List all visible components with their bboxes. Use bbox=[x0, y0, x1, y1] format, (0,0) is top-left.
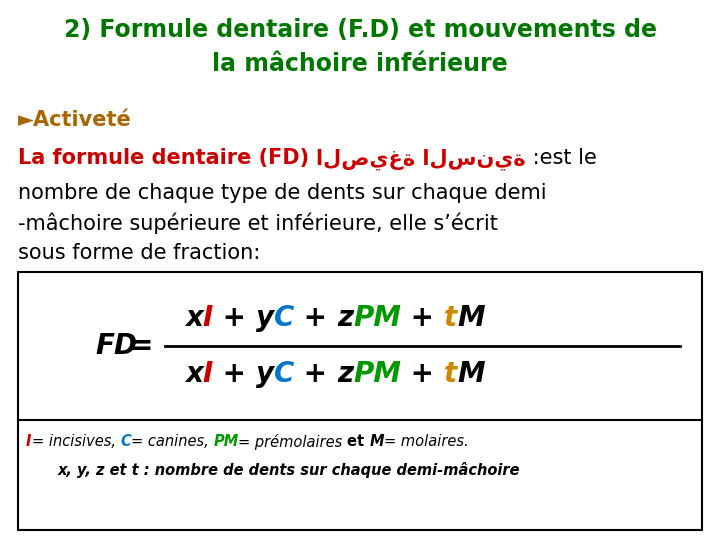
Text: x: x bbox=[185, 304, 203, 332]
Text: PM: PM bbox=[353, 360, 401, 388]
Text: -mâchoire supérieure et inférieure, elle s’écrit: -mâchoire supérieure et inférieure, elle… bbox=[18, 213, 498, 234]
Text: I: I bbox=[203, 304, 213, 332]
Bar bbox=[18, 272, 702, 530]
Text: x: x bbox=[185, 360, 203, 388]
Text: PM: PM bbox=[213, 435, 238, 449]
Text: C: C bbox=[274, 304, 294, 332]
Text: I: I bbox=[203, 360, 213, 388]
Text: = prémolaires: = prémolaires bbox=[238, 434, 347, 450]
Text: PM: PM bbox=[353, 304, 401, 332]
Text: :est le: :est le bbox=[526, 148, 597, 168]
Text: FD: FD bbox=[95, 332, 137, 360]
Text: sous forme de fraction:: sous forme de fraction: bbox=[18, 243, 260, 263]
Text: 2) Formule dentaire (F.D) et mouvements de: 2) Formule dentaire (F.D) et mouvements … bbox=[63, 18, 657, 42]
Text: = canines,: = canines, bbox=[131, 435, 213, 449]
Text: =: = bbox=[130, 332, 153, 360]
Text: t: t bbox=[444, 360, 457, 388]
Text: y: y bbox=[256, 360, 274, 388]
Text: y: y bbox=[256, 304, 274, 332]
Text: t: t bbox=[444, 304, 457, 332]
Text: La formule dentaire (FD): La formule dentaire (FD) bbox=[18, 148, 316, 168]
Text: +: + bbox=[213, 360, 256, 388]
Text: +: + bbox=[401, 304, 444, 332]
Text: C: C bbox=[120, 435, 131, 449]
Text: x, y, z et t : nombre de dents sur chaque demi-mâchoire: x, y, z et t : nombre de dents sur chaqu… bbox=[58, 462, 521, 478]
Text: nombre de chaque type de dents sur chaque demi: nombre de chaque type de dents sur chaqu… bbox=[18, 183, 546, 203]
Text: M: M bbox=[457, 304, 485, 332]
Text: = molaires.: = molaires. bbox=[384, 435, 469, 449]
Text: z: z bbox=[337, 360, 353, 388]
Text: +: + bbox=[294, 360, 337, 388]
Text: +: + bbox=[294, 304, 337, 332]
Text: +: + bbox=[401, 360, 444, 388]
Text: et: et bbox=[347, 435, 369, 449]
Text: la mâchoire inférieure: la mâchoire inférieure bbox=[212, 52, 508, 76]
Text: = incisives,: = incisives, bbox=[32, 435, 120, 449]
Text: ►Activeté: ►Activeté bbox=[18, 110, 132, 130]
Text: z: z bbox=[337, 304, 353, 332]
Text: +: + bbox=[213, 304, 256, 332]
Text: الصيغة السنية: الصيغة السنية bbox=[316, 148, 526, 170]
Text: I: I bbox=[26, 435, 32, 449]
Text: C: C bbox=[274, 360, 294, 388]
Text: M: M bbox=[369, 435, 384, 449]
Text: M: M bbox=[457, 360, 485, 388]
